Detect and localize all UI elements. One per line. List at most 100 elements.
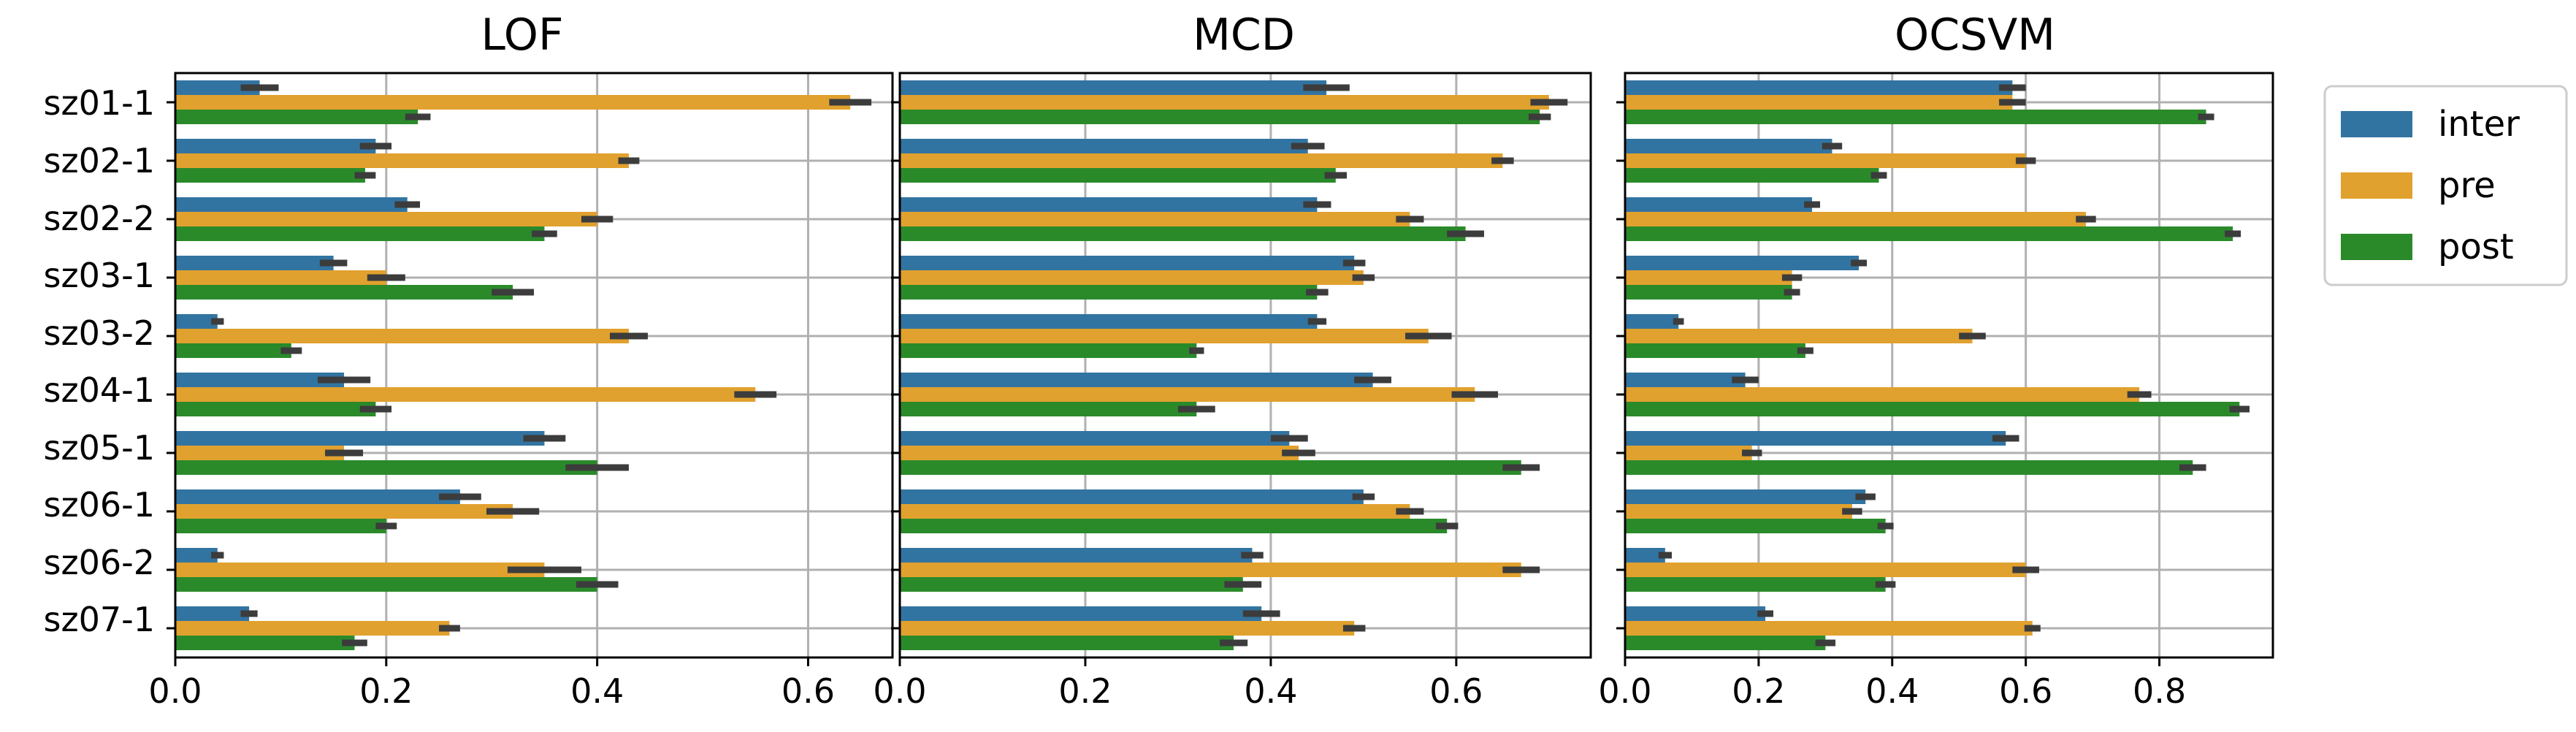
x-tick-label: 0.4 [570, 671, 624, 711]
bar-post [900, 460, 1521, 475]
y-tick-label: sz05-1 [43, 428, 155, 468]
bar-post [175, 343, 291, 358]
bar-inter [1625, 197, 1813, 212]
bar-post [900, 402, 1197, 416]
bar-inter [175, 80, 260, 95]
bar-post [1625, 110, 2206, 124]
legend-swatch-pre [2341, 172, 2412, 199]
x-tick-label: 0.0 [148, 671, 202, 711]
panel-title-mcd: MCD [1193, 9, 1295, 61]
bar-post [900, 168, 1336, 183]
x-tick-label: 0.4 [1865, 671, 1919, 711]
x-tick-label: 0.6 [1999, 671, 2052, 711]
bar-pre [1625, 153, 2026, 168]
bar-inter [900, 431, 1290, 446]
panel-lof: LOF 0.0 0.2 0.4 0.6 [148, 9, 894, 711]
bar-post [175, 460, 597, 475]
bar-inter [900, 548, 1253, 563]
bar-inter [900, 489, 1364, 504]
x-tick-label: 0.8 [2133, 671, 2186, 711]
bar-pre [1625, 387, 2140, 402]
bar-post [1625, 226, 2233, 241]
y-tick-label: sz06-2 [43, 543, 155, 582]
bar-post [175, 402, 376, 416]
bar-post [1625, 460, 2193, 475]
bar-post [175, 636, 355, 650]
bar-inter [1625, 314, 1679, 329]
bar-post [1625, 343, 1805, 358]
y-tick-label: sz01-1 [43, 83, 155, 123]
bar-post [1625, 402, 2240, 416]
panel-title-ocsvm: OCSVM [1895, 9, 2055, 61]
legend-swatch-post [2341, 234, 2412, 260]
bar-pre [1625, 563, 2026, 577]
bar-inter [175, 256, 334, 270]
x-tick-label: 0.2 [1058, 671, 1112, 711]
bar-pre [175, 446, 345, 460]
y-tick-label: sz02-2 [43, 199, 155, 238]
bar-pre [900, 95, 1549, 110]
bar-inter [175, 548, 218, 563]
bar-pre [900, 387, 1475, 402]
legend: inter pre post [2323, 85, 2568, 286]
bar-post [175, 168, 365, 183]
bar-pre [900, 504, 1410, 519]
bar-post [175, 110, 418, 124]
x-tick-label: 0.4 [1244, 671, 1297, 711]
plot-area-lof: 0.0 0.2 0.4 0.6 [148, 72, 894, 711]
bar-pre [175, 329, 629, 343]
x-tick-label: 0.2 [1732, 671, 1785, 711]
bar-post [175, 519, 386, 533]
x-tick-label: 0.0 [873, 671, 926, 711]
panel-mcd: MCD 0.0 0.2 0.4 0.6 [873, 9, 1592, 711]
bar-pre [1625, 621, 2033, 636]
y-tick-label: sz04-1 [43, 370, 155, 410]
axes-frame [174, 72, 894, 659]
bar-pre [1625, 504, 1852, 519]
x-tick-label: 0.6 [781, 671, 835, 711]
bar-pre [175, 504, 513, 519]
bar-post [1625, 285, 1792, 300]
legend-label-pre: pre [2438, 165, 2496, 206]
panel-title-lof: LOF [481, 9, 563, 61]
bar-post [900, 110, 1540, 124]
bar-post [1625, 168, 1879, 183]
bar-inter [175, 197, 408, 212]
bar-inter [1625, 256, 1860, 270]
bar-inter [175, 606, 250, 621]
bar-inter [900, 139, 1308, 153]
bar-inter [900, 197, 1318, 212]
x-tick-label: 0.2 [359, 671, 413, 711]
bar-post [175, 226, 545, 241]
axes-frame [898, 72, 1592, 659]
bar-pre [175, 95, 851, 110]
bar-post [175, 285, 513, 300]
x-tick-label: 0.0 [1598, 671, 1651, 711]
x-tick-label: 0.6 [1429, 671, 1483, 711]
bar-inter [1625, 606, 1766, 621]
bar-pre [900, 563, 1521, 577]
bar-inter [175, 431, 545, 446]
y-tick-label: sz03-2 [43, 313, 155, 353]
bar-pre [175, 563, 545, 577]
plot-area-ocsvm: 0.0 0.2 0.4 0.6 0.8 [1598, 72, 2274, 711]
bar-pre [900, 329, 1429, 343]
bar-post [175, 577, 597, 592]
bar-post [900, 343, 1197, 358]
bar-post [900, 285, 1318, 300]
bar-post [900, 577, 1243, 592]
y-tick-label: sz02-1 [43, 141, 155, 180]
bar-inter [900, 256, 1355, 270]
bar-inter [1625, 80, 2013, 95]
bar-pre [1625, 329, 1973, 343]
bar-pre [175, 153, 629, 168]
plot-area-mcd: 0.0 0.2 0.4 0.6 [873, 72, 1592, 711]
legend-swatch-inter [2341, 111, 2412, 137]
bar-pre [900, 212, 1410, 226]
bar-inter [175, 489, 460, 504]
bar-pre [1625, 95, 2013, 110]
bar-inter [1625, 489, 1866, 504]
bar-pre [1625, 270, 1792, 285]
bar-inter [175, 373, 345, 387]
